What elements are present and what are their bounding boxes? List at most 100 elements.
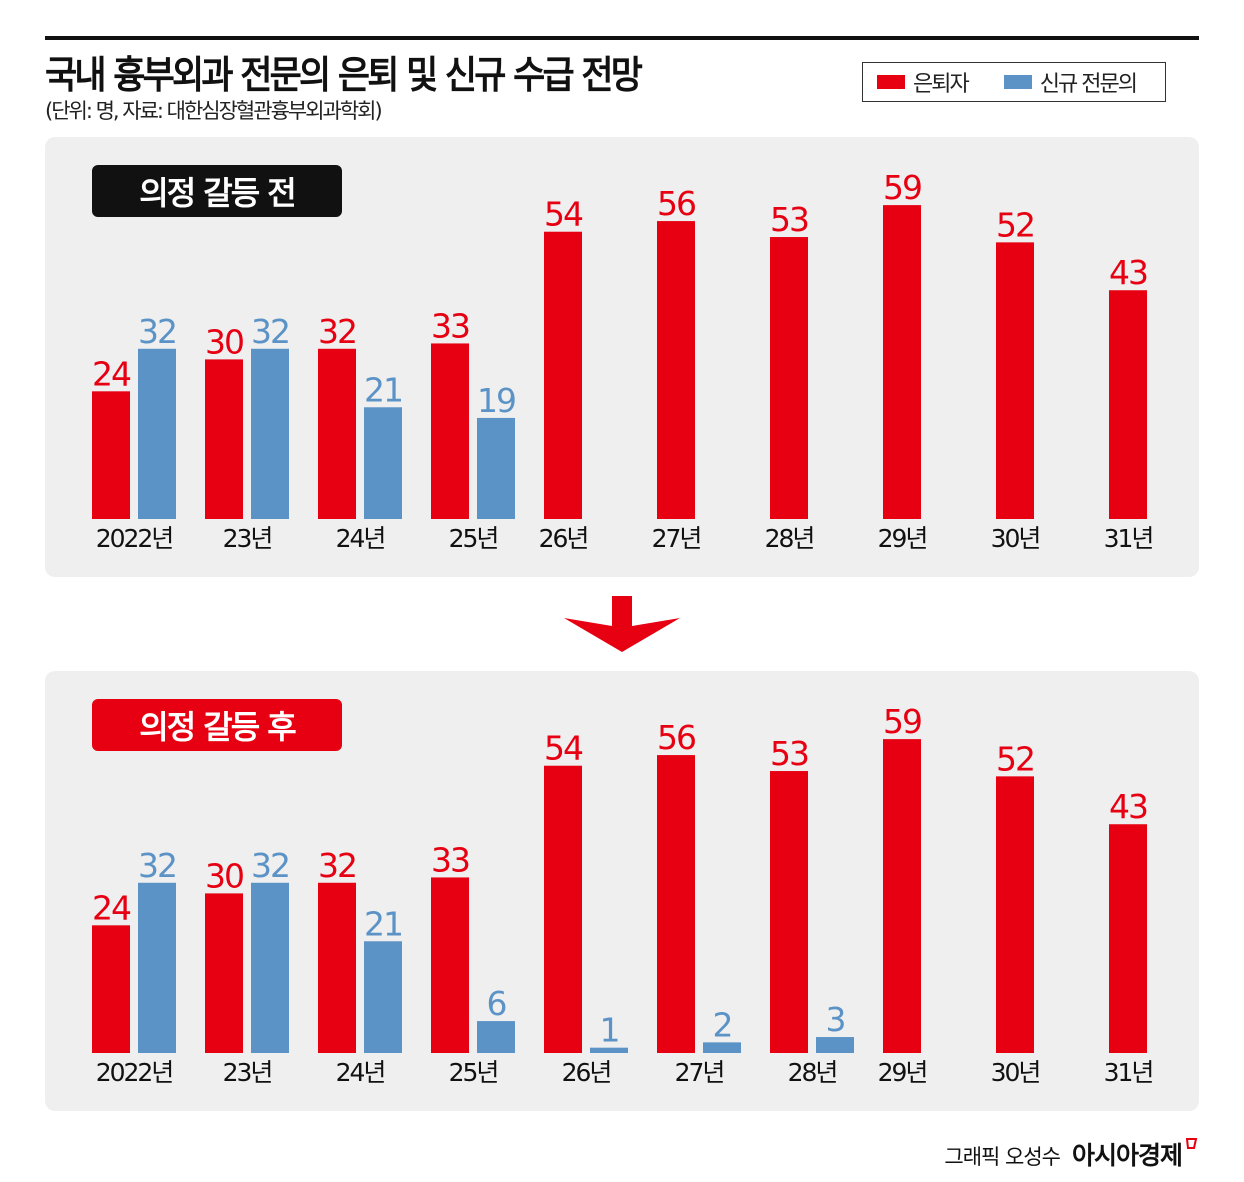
x-tick-label: 2022년 [96,1058,173,1087]
data-label: 54 [544,195,583,234]
bar-new [477,1021,515,1053]
data-label: 52 [996,739,1034,778]
bar-new [251,348,289,519]
x-tick-label: 28년 [788,1058,837,1087]
legend: 은퇴자 신규 전문의 [862,62,1166,102]
legend-item-new: 신규 전문의 [1003,66,1138,98]
x-tick-label: 29년 [878,524,927,553]
data-label: 59 [883,702,921,741]
panel-after: 의정 갈등 후 24 32 2022년 30 32 23년 32 21 24년 33 6 25년 54 1… [45,671,1199,1111]
data-label: 54 [544,729,583,768]
bar-retire [657,755,695,1053]
bar-new [816,1037,854,1053]
page-title: 국내 흉부외과 전문의 은퇴 및 신규 수급 전망 [45,53,643,97]
bar-new [477,417,515,519]
bar-new [138,348,176,519]
bar-new [364,407,402,519]
bar-new [703,1042,741,1053]
x-tick-label: 27년 [675,1058,724,1087]
data-label: 32 [318,846,356,885]
data-label: 32 [138,846,176,885]
data-label: 3 [826,1000,845,1039]
data-label: 24 [92,888,131,927]
data-label: 2 [713,1005,732,1044]
bar-retire [770,237,808,519]
data-label: 59 [883,168,921,207]
bar-retire [1109,824,1147,1053]
panel-badge: 의정 갈등 후 [92,699,342,751]
legend-swatch-red [877,75,905,89]
legend-item-retire: 은퇴자 [877,66,970,98]
data-label: 33 [431,306,469,345]
x-tick-label: 25년 [449,524,498,553]
x-tick-label: 27년 [652,524,701,553]
bar-retire [431,877,469,1053]
arrow-down-icon [564,596,680,652]
data-label: 43 [1109,787,1147,826]
credit: 그래픽 오성수 아시아경제 [944,1136,1183,1172]
data-label: 53 [770,734,808,773]
data-label: 32 [318,312,356,351]
x-tick-label: 30년 [991,524,1040,553]
data-label: 1 [600,1011,619,1050]
data-label: 33 [431,840,469,879]
bar-retire [205,893,243,1053]
bar-retire [318,348,356,519]
bar-retire [996,776,1034,1053]
x-tick-label: 26년 [562,1058,611,1087]
data-label: 56 [657,718,695,757]
data-label: 21 [364,370,402,409]
x-tick-label: 2022년 [96,524,173,553]
x-tick-label: 25년 [449,1058,498,1087]
bar-retire [92,391,130,519]
x-tick-label: 31년 [1104,1058,1153,1087]
data-label: 6 [487,984,506,1023]
legend-label: 은퇴자 [913,72,970,97]
bar-retire [431,343,469,519]
data-label: 24 [92,354,131,393]
x-tick-label: 23년 [223,524,272,553]
x-tick-label: 24년 [336,1058,385,1087]
graphic-credit: 그래픽 오성수 [944,1145,1061,1169]
data-label: 30 [205,322,243,361]
subtitle: (단위: 명, 자료: 대한심장혈관흉부외과학회) [45,99,383,123]
bar-retire [318,882,356,1053]
bar-new [364,941,402,1053]
bar-retire [544,231,582,519]
bar-retire [770,771,808,1053]
panel-before: 의정 갈등 전 24 32 2022년 30 32 23년 32 21 24년 33 19 25년 54… [45,137,1199,577]
data-label: 32 [138,312,176,351]
bar-retire [657,221,695,519]
data-label: 56 [657,184,695,223]
bar-retire [883,739,921,1053]
bar-retire [92,925,130,1053]
data-label: 53 [770,200,808,239]
bar-retire [996,242,1034,520]
bar-new [251,882,289,1053]
panel-badge: 의정 갈등 전 [92,165,342,217]
data-label: 52 [996,205,1034,244]
legend-swatch-blue [1003,75,1032,89]
x-tick-label: 26년 [539,524,588,553]
brand-logo: 아시아경제 [1071,1141,1183,1170]
x-tick-label: 23년 [223,1058,272,1087]
data-label: 43 [1109,253,1147,292]
legend-label: 신규 전문의 [1039,72,1138,97]
data-label: 32 [251,846,289,885]
x-tick-label: 31년 [1104,524,1153,553]
data-label: 30 [205,856,243,895]
top-rule [45,36,1199,40]
brand-mark-icon [1186,1138,1198,1149]
bar-retire [544,765,582,1053]
x-tick-label: 30년 [991,1058,1040,1087]
data-label: 19 [477,381,515,420]
x-tick-label: 29년 [878,1058,927,1087]
bar-retire [1109,290,1147,519]
data-label: 21 [364,904,402,943]
bar-retire [883,205,921,519]
bar-new [590,1047,628,1053]
bar-new [138,882,176,1053]
